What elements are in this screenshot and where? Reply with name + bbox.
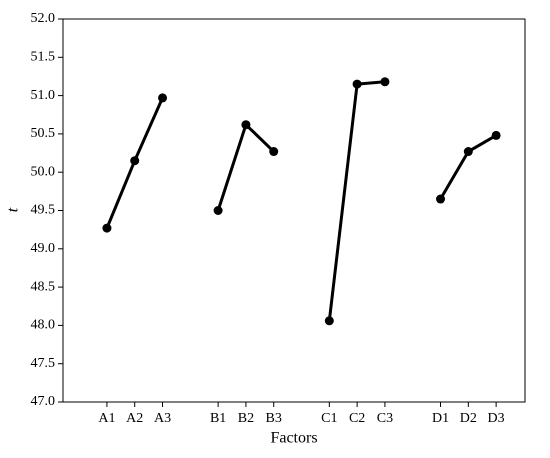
x-tick-label: D3 xyxy=(488,411,505,426)
y-tick-label: 49.0 xyxy=(31,241,56,256)
plot-frame xyxy=(62,18,526,403)
y-tick-label: 50.0 xyxy=(31,164,56,179)
y-tick-label: 47.0 xyxy=(31,394,56,409)
data-point xyxy=(352,79,362,89)
x-tick-label: A1 xyxy=(98,411,115,426)
x-tick-label: A3 xyxy=(154,411,171,426)
data-point xyxy=(491,130,501,140)
x-tick-label: C1 xyxy=(321,411,337,426)
data-point xyxy=(241,120,251,130)
data-point xyxy=(324,316,334,326)
y-tick-label: 47.5 xyxy=(31,356,56,371)
data-point xyxy=(463,147,473,157)
data-point xyxy=(213,206,223,215)
x-tick-label: B1 xyxy=(210,411,226,426)
y-axis-label: t xyxy=(5,207,22,212)
data-point xyxy=(158,93,168,103)
y-tick-label: 49.5 xyxy=(31,203,56,218)
data-point xyxy=(269,147,279,157)
y-tick-label: 48.0 xyxy=(31,318,56,333)
x-tick-label: A2 xyxy=(126,411,143,426)
x-tick-label: B2 xyxy=(238,411,254,426)
x-tick-label: C2 xyxy=(349,411,365,426)
y-tick-label: 48.5 xyxy=(31,279,56,294)
x-axis-label: Factors xyxy=(270,430,317,447)
x-tick-label: C3 xyxy=(377,411,393,426)
data-point xyxy=(436,194,446,204)
x-tick-label: D1 xyxy=(432,411,449,426)
y-tick-label: 51.5 xyxy=(31,50,56,65)
data-point xyxy=(130,156,140,166)
y-tick-label: 50.5 xyxy=(31,126,56,141)
data-point xyxy=(102,223,112,233)
x-tick-label: B3 xyxy=(266,411,282,426)
data-point xyxy=(380,77,390,87)
x-tick-label: D2 xyxy=(460,411,477,426)
y-tick-label: 52.0 xyxy=(31,11,56,26)
y-tick-label: 51.0 xyxy=(31,88,56,103)
